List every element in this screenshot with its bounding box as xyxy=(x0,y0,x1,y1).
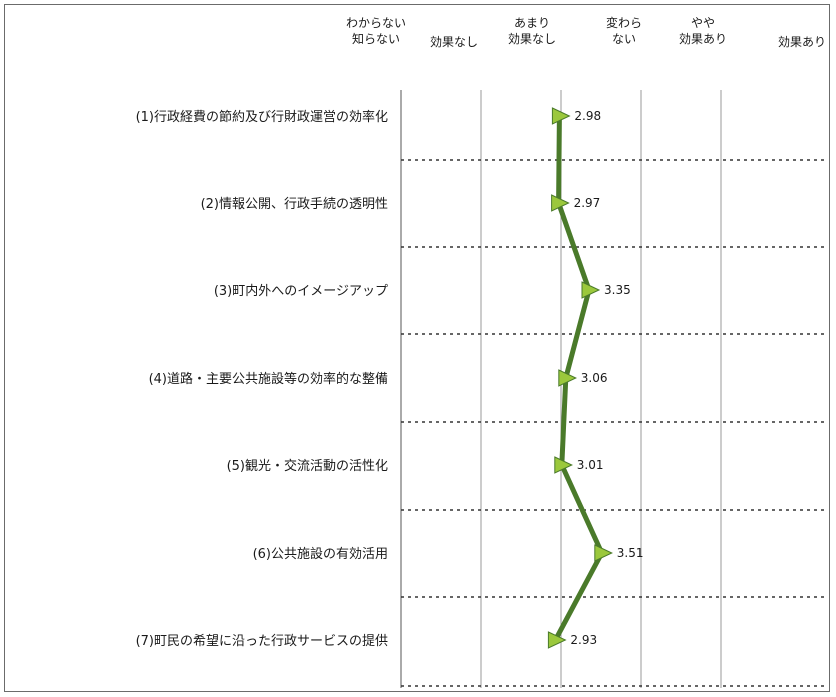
value-label: 2.97 xyxy=(574,196,601,210)
data-point-marker xyxy=(558,369,577,387)
category-label: (1)行政経費の節約及び行財政運営の効率化 xyxy=(136,109,388,125)
scale-header: 効果あり xyxy=(778,34,826,49)
category-label: (3)町内外へのイメージアップ xyxy=(214,283,388,299)
data-point-marker xyxy=(547,631,567,649)
scale-header: あまり効果なし xyxy=(508,16,556,46)
value-label: 3.01 xyxy=(577,458,604,472)
data-point-marker xyxy=(551,194,570,212)
scale-header: 効果なし xyxy=(430,34,478,49)
data-point-marker xyxy=(581,281,601,299)
value-label: 2.98 xyxy=(574,109,601,123)
scale-header: やや効果あり xyxy=(679,16,727,46)
category-label: (2)情報公開、行政手続の透明性 xyxy=(201,197,388,212)
data-point-marker xyxy=(594,544,613,562)
data-point-marker xyxy=(554,456,573,474)
value-label: 3.35 xyxy=(604,283,631,297)
scale-header: わからない知らない xyxy=(346,16,406,46)
value-label: 2.93 xyxy=(570,633,597,647)
value-label: 3.51 xyxy=(617,546,644,560)
chart-frame xyxy=(4,4,830,692)
category-label: (6)公共施設の有効活用 xyxy=(253,546,388,562)
scale-header: 変わらない xyxy=(606,15,642,46)
value-label: 3.06 xyxy=(581,371,608,385)
category-label: (4)道路・主要公共施設等の効率的な整備 xyxy=(149,371,388,387)
category-label: (7)町民の希望に沿った行政サービスの提供 xyxy=(136,633,388,649)
data-point-marker xyxy=(551,107,571,125)
category-label: (5)観光・交流活動の活性化 xyxy=(227,458,388,474)
